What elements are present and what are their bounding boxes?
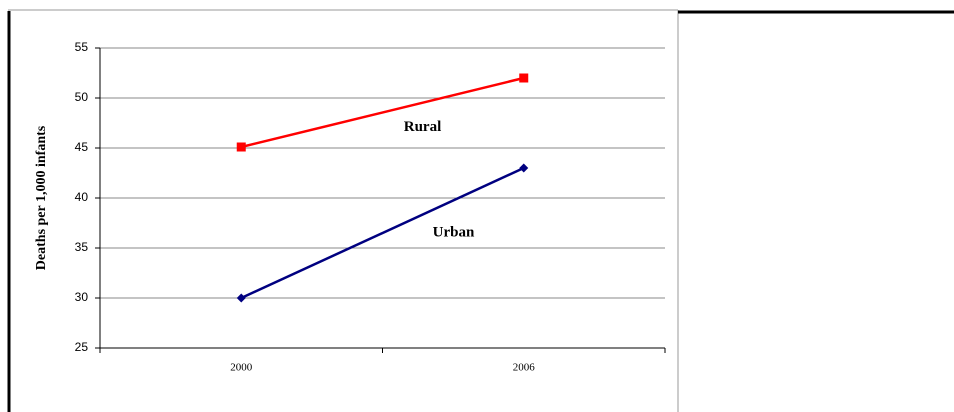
- series-label: Urban: [433, 224, 475, 240]
- y-tick-label: 30: [75, 290, 89, 304]
- y-tick-label: 50: [75, 90, 89, 104]
- y-tick-label: 45: [75, 140, 89, 154]
- y-tick-label: 55: [75, 40, 89, 54]
- series-line: [240, 166, 525, 300]
- x-tick-label: 2000: [230, 362, 253, 374]
- y-tick-label: 25: [75, 340, 89, 354]
- marker: [519, 73, 529, 83]
- y-tick-label: 40: [75, 190, 89, 204]
- series-line: [240, 76, 525, 149]
- series-label: Rural: [404, 119, 442, 135]
- marker: [236, 142, 246, 152]
- x-tick-label: 2006: [513, 362, 536, 374]
- y-tick-label: 35: [75, 240, 89, 254]
- y-axis-title: Deaths per 1,000 infants: [34, 125, 49, 270]
- marker: [519, 163, 529, 173]
- marker: [236, 293, 246, 303]
